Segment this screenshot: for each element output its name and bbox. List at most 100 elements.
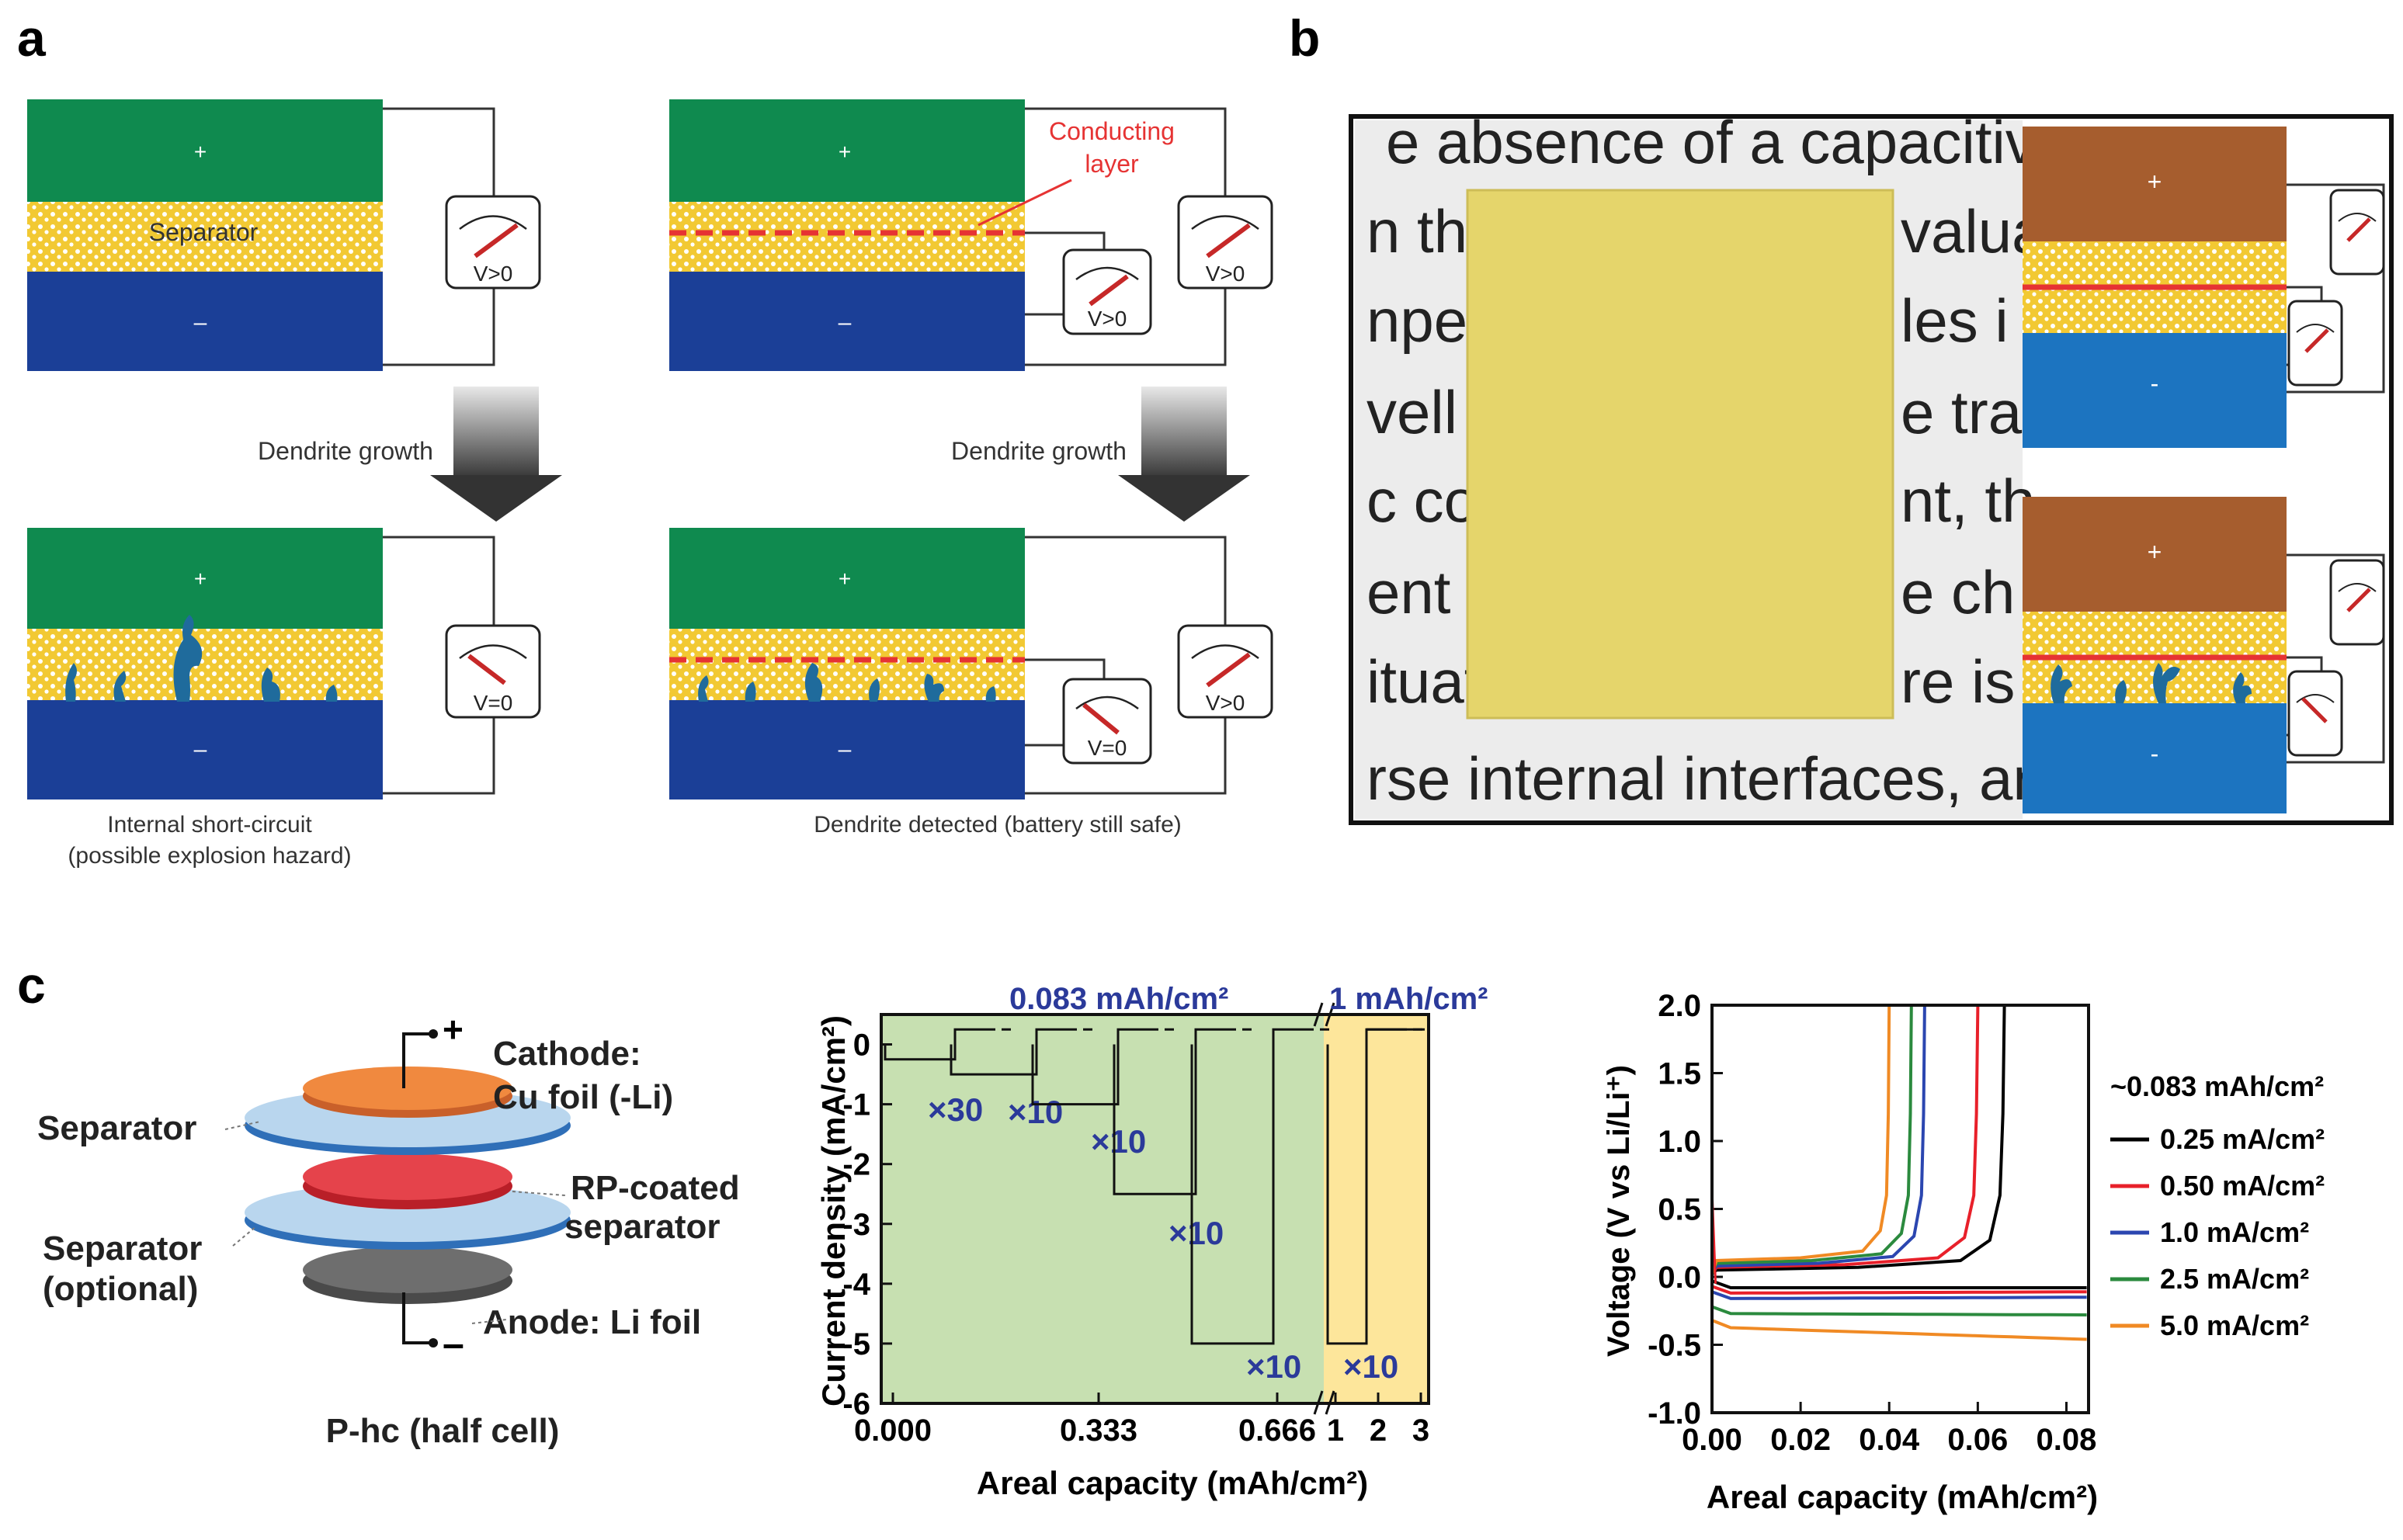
chart-voltage: -1.0 -0.5 0.0 0.5 1.0 1.5 2.0 0.00 0.02 0.04 0.06 0… <box>1602 989 2325 1515</box>
y-tick-label: 2.0 <box>1658 989 1701 1023</box>
cathode-layer <box>27 528 383 629</box>
voltmeter-icon: V>0 <box>1177 624 1273 719</box>
separator-layer <box>27 202 383 272</box>
multiplier-label: ×10 <box>1169 1215 1224 1251</box>
separator-layer <box>669 202 1025 272</box>
minus-sign: - <box>2151 369 2159 397</box>
legend-title: ~0.083 mAh/cm² <box>2110 1070 2324 1102</box>
anode-label: Anode: Li foil <box>483 1303 701 1341</box>
separator-label: Separator <box>149 218 259 246</box>
coated-separator-sample <box>1466 189 1894 720</box>
text-line: nt, th <box>1901 467 2035 535</box>
text-line: e tra <box>1901 378 2023 446</box>
discharge-curve <box>1711 1290 2087 1300</box>
x-tick-label: 0.02 <box>1770 1423 1831 1457</box>
current-step <box>1031 1028 1149 1106</box>
legend-label: 0.50 mA/cm² <box>2160 1170 2325 1202</box>
voltmeter-reading: V>0 <box>1088 307 1127 331</box>
y-tick-label: -1.0 <box>1648 1396 1701 1431</box>
growth-arrow-right: Dendrite growth <box>951 387 1250 522</box>
text-line: les i <box>1901 286 2009 355</box>
voltmeter-icon <box>2329 189 2385 276</box>
y-tick-label: 0.5 <box>1658 1193 1701 1227</box>
y-tick-label: -1 <box>842 1088 870 1122</box>
dendrites <box>698 663 996 702</box>
voltmeter-icon: V>0 <box>445 195 541 290</box>
growth-arrow-left: Dendrite growth <box>258 387 562 522</box>
panel-label-a: a <box>17 9 47 67</box>
voltmeter-reading: V>0 <box>1206 262 1245 286</box>
current-step <box>884 1028 986 1061</box>
y-tick-label: 0 <box>853 1028 870 1063</box>
dendrites <box>2051 663 2252 703</box>
cathode-label-2: Cu foil (-Li) <box>493 1078 673 1116</box>
y-tick-label: -4 <box>842 1268 870 1302</box>
top-label-left: 0.083 mAh/cm² <box>1009 982 1228 1016</box>
schematic-bottom: + - <box>2023 497 2385 813</box>
x-axis-label: Areal capacity (mAh/cm²) <box>1707 1479 2098 1515</box>
charge-curve <box>1710 1004 1926 1275</box>
cell-top-left: + – Separator V>0 <box>27 99 541 371</box>
y-tick-label: -6 <box>842 1387 870 1421</box>
legend-label: 1.0 mA/cm² <box>2160 1216 2309 1248</box>
rp-label-2: separator <box>564 1208 721 1246</box>
minus-sign: – <box>839 737 852 762</box>
voltmeter-reading: V=0 <box>474 691 513 715</box>
text-line: rse internal interfaces, and <box>1366 744 2080 813</box>
charge-curve <box>1710 1004 2006 1275</box>
x-axis-label: Areal capacity (mAh/cm²) <box>977 1465 1368 1501</box>
voltmeter-icon: V>0 <box>1062 248 1152 335</box>
voltmeter-reading: V=0 <box>1088 736 1127 760</box>
voltmeter-reading: V>0 <box>474 262 513 286</box>
y-axis-label: Voltage (V vs Li/Li⁺) <box>1602 1065 1636 1357</box>
dendrites <box>65 615 338 702</box>
discharge-curve <box>1711 1305 2087 1316</box>
discharge-curve <box>1711 1279 2087 1289</box>
voltmeter-icon: V>0 <box>1177 195 1273 290</box>
voltmeter-icon <box>2287 670 2343 757</box>
minus-sign: – <box>839 310 852 335</box>
plus-sign: + <box>194 567 207 591</box>
x-tick-label: 0.00 <box>1682 1423 1742 1457</box>
plus-sign: + <box>839 567 851 591</box>
plot-frame <box>1710 1004 2090 1414</box>
current-step <box>950 1028 1068 1076</box>
charge-curve <box>1710 1004 1913 1275</box>
anode-layer <box>27 272 383 371</box>
legend-label: 0.25 mA/cm² <box>2160 1123 2325 1155</box>
discharge-curve <box>1711 1285 2087 1295</box>
rp-label-1: RP-coated <box>571 1169 740 1207</box>
multiplier-label: ×10 <box>1008 1094 1063 1130</box>
plus-sign: + <box>443 1009 464 1049</box>
y-tick-label: -3 <box>842 1208 870 1242</box>
y-tick-label: 0.0 <box>1658 1261 1701 1295</box>
caption-line-1: Internal short-circuit <box>107 812 312 838</box>
schematic-top: + - <box>2023 127 2385 448</box>
y-tick-label: 1.5 <box>1658 1057 1701 1091</box>
optional-label-2: (optional) <box>43 1270 198 1308</box>
anode-layer <box>27 700 383 799</box>
y-axis-label: Current density (mA/cm²) <box>815 1015 852 1406</box>
plus-sign: + <box>839 140 851 164</box>
separator-layer <box>27 629 383 700</box>
minus-sign: – <box>194 310 207 335</box>
chart-current-density: 0 -1 -2 -3 -4 -5 -60.000 0.333 0.666 1 2 3 ×30 ×10 ×10… <box>815 982 1488 1501</box>
x-tick-label: 3 <box>1412 1413 1429 1448</box>
text-line: ituat <box>1366 647 1481 716</box>
minus-sign: – <box>443 1322 464 1365</box>
cathode-label-1: Cathode: <box>493 1035 641 1073</box>
current-step <box>1190 1028 1304 1345</box>
minus-sign: – <box>194 737 207 762</box>
top-label-right: 1 mAh/cm² <box>1329 982 1488 1016</box>
y-tick-label: -2 <box>842 1148 870 1182</box>
anode-layer <box>669 272 1025 371</box>
separator-label: Separator <box>37 1109 196 1147</box>
dendrite-growth-label: Dendrite growth <box>951 437 1127 465</box>
voltmeter-icon <box>2287 300 2343 387</box>
charge-curve <box>1710 1004 1980 1275</box>
plus-sign: + <box>2148 168 2162 196</box>
optional-label-1: Separator <box>43 1230 202 1268</box>
multiplier-label: ×30 <box>928 1091 983 1128</box>
text-line: re is <box>1901 647 2015 716</box>
